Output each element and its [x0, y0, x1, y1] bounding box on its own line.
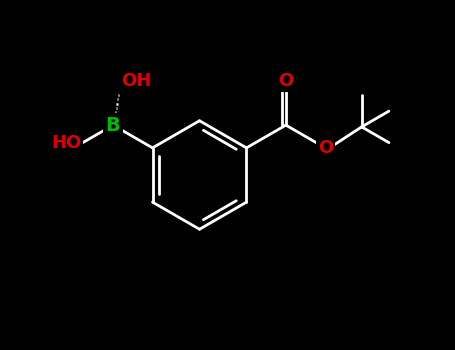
Text: HO: HO [51, 134, 81, 152]
Text: O: O [318, 139, 333, 157]
Text: OH: OH [121, 72, 151, 90]
Text: B: B [106, 116, 121, 135]
Text: O: O [278, 72, 293, 90]
